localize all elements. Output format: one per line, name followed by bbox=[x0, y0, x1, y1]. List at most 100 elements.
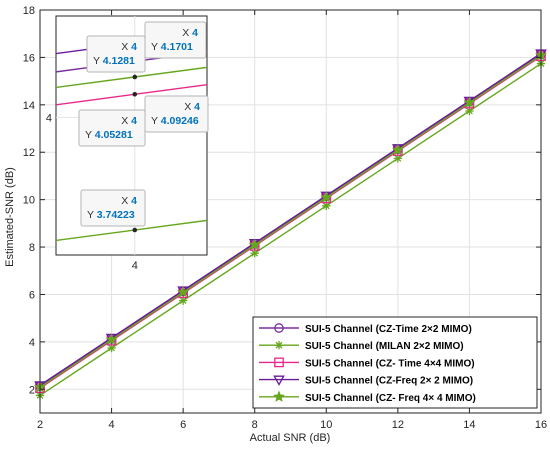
legend-entry[interactable]: SUI-5 Channel (CZ- Freq 4× 4 MIMO) bbox=[259, 390, 476, 404]
datatip-point bbox=[132, 91, 138, 97]
y-tick-label: 10 bbox=[23, 195, 35, 207]
y-tick-label: 12 bbox=[23, 147, 35, 159]
data-point bbox=[322, 201, 331, 211]
legend-marker bbox=[274, 357, 284, 368]
legend-label: SUI-5 Channel (CZ- Freq 4× 4 MIMO) bbox=[305, 393, 476, 404]
datatip[interactable]: X 4 Y 4.1701 bbox=[144, 21, 207, 59]
datatip[interactable]: X 4 Y 3.74223 bbox=[80, 189, 146, 227]
datatip[interactable]: X 4 Y 4.05281 bbox=[78, 109, 146, 147]
datatip-y-value: 4.09246 bbox=[161, 115, 199, 127]
datatip-x-value: 4 bbox=[131, 195, 137, 207]
datatip-x-label: X bbox=[182, 27, 192, 39]
datatip-x-text: X 4 bbox=[182, 27, 198, 39]
axis-layer: 2 4 6 8 10 12 14 16 2 4 6 8 10 12 14 16 18 bbox=[23, 5, 547, 431]
datatip-y-text: Y 4.05281 bbox=[85, 129, 133, 141]
legend-box bbox=[252, 316, 538, 409]
datatip-y-text: Y 4.09246 bbox=[151, 115, 199, 127]
legend-entry[interactable]: SUI-5 Channel (MILAN 2×2 MIMO) bbox=[259, 341, 464, 352]
datatip-y-text: Y 4.1281 bbox=[93, 55, 135, 67]
data-point bbox=[320, 191, 333, 203]
x-axis-title: Actual SNR (dB) bbox=[250, 432, 331, 444]
x-tick-label: 4 bbox=[109, 419, 115, 431]
datatip-x-text: X 4 bbox=[184, 101, 200, 113]
legend-label: SUI-5 Channel (CZ- Time 4×4 MIMO) bbox=[305, 358, 475, 369]
inset-x-tick-label: 4 bbox=[132, 260, 138, 272]
legend-marker bbox=[273, 375, 285, 386]
x-tick-label: 2 bbox=[37, 419, 43, 431]
y-tick-label: 4 bbox=[29, 337, 35, 349]
y-tick-label: 6 bbox=[29, 289, 35, 301]
series-line bbox=[39, 55, 542, 389]
datatip-x-value: 4 bbox=[131, 115, 137, 127]
legend-marker bbox=[273, 390, 285, 402]
datatip-y-label: Y bbox=[151, 115, 161, 127]
datatip-y-label: Y bbox=[151, 41, 161, 53]
datatip-point bbox=[132, 74, 138, 80]
data-point bbox=[107, 343, 116, 353]
data-point bbox=[105, 333, 118, 345]
legend-marker bbox=[274, 323, 284, 333]
series-line bbox=[39, 52, 542, 386]
datatip-box bbox=[80, 189, 146, 227]
series-layer bbox=[34, 49, 547, 400]
datatip-x-text: X 4 bbox=[121, 195, 137, 207]
legend[interactable]: SUI-5 Channel (CZ-Time 2×2 MIMO) SUI-5 Ch… bbox=[252, 316, 538, 409]
data-point bbox=[391, 143, 404, 156]
datatip-y-label: Y bbox=[93, 55, 103, 67]
legend-entry[interactable]: SUI-5 Channel (CZ-Freq 2× 2 MIMO) bbox=[259, 375, 473, 387]
y-tick-label: 2 bbox=[29, 384, 35, 396]
datatip[interactable]: X 4 Y 4.09246 bbox=[144, 95, 209, 133]
datatip-box bbox=[144, 21, 207, 59]
y-axis-title: Estimated-SNR (dB) bbox=[4, 167, 16, 267]
data-point bbox=[465, 106, 474, 116]
data-point bbox=[393, 154, 403, 163]
legend-label: SUI-5 Channel (CZ-Freq 2× 2 MIMO) bbox=[305, 376, 473, 387]
legend-label: SUI-5 Channel (MILAN 2×2 MIMO) bbox=[305, 341, 464, 352]
datatip-x-text: X 4 bbox=[121, 41, 137, 53]
datatip-point bbox=[132, 227, 138, 233]
legend-entry[interactable]: SUI-5 Channel (CZ- Time 4×4 MIMO) bbox=[259, 357, 475, 369]
datatip-x-label: X bbox=[121, 115, 131, 127]
datatip-x-value: 4 bbox=[131, 41, 137, 53]
datatip-y-value: 4.05281 bbox=[95, 129, 133, 141]
y-tick-label: 18 bbox=[23, 5, 35, 17]
y-tick-label: 8 bbox=[29, 242, 35, 254]
datatip-y-text: Y 3.74223 bbox=[87, 209, 135, 221]
legend-entry[interactable]: SUI-5 Channel (CZ-Time 2×2 MIMO) bbox=[259, 323, 472, 335]
datatip-x-label: X bbox=[121, 195, 131, 207]
x-tick-label: 8 bbox=[252, 419, 258, 431]
data-point bbox=[177, 286, 190, 298]
datatip-y-label: Y bbox=[87, 209, 97, 221]
datatip-y-value: 4.1281 bbox=[103, 55, 135, 67]
legend-label: SUI-5 Channel (CZ-Time 2×2 MIMO) bbox=[305, 324, 472, 335]
x-tick-label: 6 bbox=[180, 419, 186, 431]
datatip-y-text: Y 4.1701 bbox=[151, 41, 193, 53]
x-tick-label: 10 bbox=[320, 419, 332, 431]
datatip-box bbox=[144, 95, 209, 133]
datatip-x-value: 4 bbox=[194, 101, 200, 113]
datatip-x-value: 4 bbox=[192, 27, 198, 39]
y-tick-label: 16 bbox=[23, 52, 35, 64]
series-line bbox=[39, 62, 542, 397]
datatip-x-label: X bbox=[184, 101, 194, 113]
x-tick-label: 12 bbox=[392, 419, 404, 431]
legend-marker bbox=[274, 341, 284, 350]
x-tick-label: 14 bbox=[463, 419, 475, 431]
series-5 bbox=[34, 49, 547, 393]
series-line bbox=[39, 53, 542, 387]
data-point bbox=[248, 238, 261, 250]
datatip-x-label: X bbox=[121, 41, 131, 53]
datatip[interactable]: X 4 Y 4.1281 bbox=[86, 35, 146, 73]
datatip-x-text: X 4 bbox=[121, 115, 137, 127]
data-point bbox=[250, 249, 259, 258]
y-tick-label: 14 bbox=[23, 100, 35, 112]
x-tick-label: 16 bbox=[535, 419, 547, 431]
datatip-y-label: Y bbox=[85, 129, 95, 141]
data-point bbox=[463, 96, 476, 108]
datatip-y-value: 3.74223 bbox=[97, 209, 135, 221]
data-point bbox=[178, 296, 188, 305]
datatip-y-value: 4.1701 bbox=[161, 41, 193, 53]
